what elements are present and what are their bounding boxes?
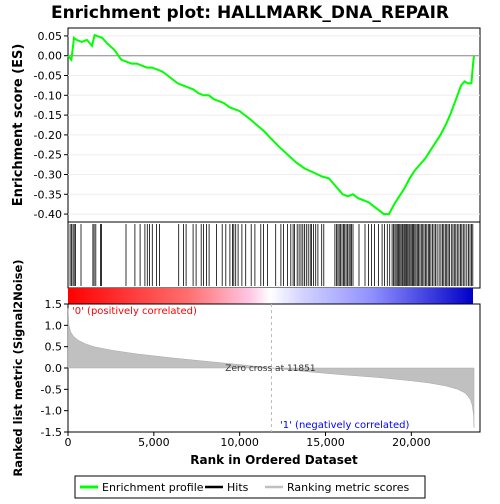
metric-y-tick-label: -1.5: [41, 426, 62, 439]
x-tick-label: 20,000: [392, 436, 431, 449]
es-y-tick-label: -0.20: [34, 129, 62, 142]
x-tick-label: 10,000: [220, 436, 259, 449]
negative-correlation-label: '1' (negatively correlated): [280, 420, 409, 431]
enrichment-profile-line: [67, 33, 475, 216]
metric-y-tick-label: -1.0: [41, 405, 62, 418]
es-y-axis: 0.05 0.00 -0.05 -0.10 -0.15 -0.20 -0.25 -0.30 -0…: [34, 30, 68, 221]
es-y-tick-label: -0.30: [34, 168, 62, 181]
es-y-tick-label: -0.40: [34, 208, 62, 221]
es-y-tick-label: 0.00: [38, 50, 63, 63]
es-y-tick-label: 0.05: [38, 30, 63, 43]
es-y-tick-label: -0.05: [34, 70, 62, 83]
metric-y-tick-label: 1.0: [45, 319, 63, 332]
positive-correlation-label: '0' (positively correlated): [72, 306, 197, 317]
x-tick-label: 15,000: [306, 436, 345, 449]
x-axis: 0 5,000 10,000 15,000 20,000: [65, 432, 431, 449]
metric-y-tick-label: -0.5: [41, 383, 62, 396]
es-panel-frame: [67, 27, 481, 223]
legend-label: Hits: [227, 481, 249, 494]
metric-y-axis: 1.5 1.0 0.5 0.0 -0.5 -1.0 -1.5: [41, 298, 68, 439]
ranking-color-bar: [68, 288, 473, 304]
es-y-tick-label: -0.10: [34, 89, 62, 102]
legend-label: Enrichment profile: [102, 481, 204, 494]
es-y-tick-label: -0.15: [34, 109, 62, 122]
ranking-metric-area: [67, 308, 475, 428]
metric-y-tick-label: 1.5: [45, 298, 63, 311]
chart-title: Enrichment plot: HALLMARK_DNA_REPAIR: [51, 3, 449, 23]
legend: Enrichment profile Hits Ranking metric sco…: [80, 481, 409, 494]
metric-y-tick-label: 0.5: [45, 341, 63, 354]
x-tick-label: 0: [65, 436, 72, 449]
legend-box: [74, 475, 426, 499]
metric-y-tick-label: 0.0: [45, 362, 63, 375]
zero-cross-label: Zero cross at 11851: [225, 364, 315, 374]
hits-marks: [69, 224, 474, 286]
x-tick-label: 5,000: [138, 436, 170, 449]
es-y-tick-label: -0.25: [34, 149, 62, 162]
x-axis-label: Rank in Ordered Dataset: [190, 453, 358, 467]
es-y-axis-label: Enrichment score (ES): [11, 44, 26, 207]
metric-y-axis-label: Ranked list metric (Signal2Noise): [11, 259, 25, 476]
legend-label: Ranking metric scores: [287, 481, 409, 494]
es-y-tick-label: -0.35: [34, 188, 62, 201]
